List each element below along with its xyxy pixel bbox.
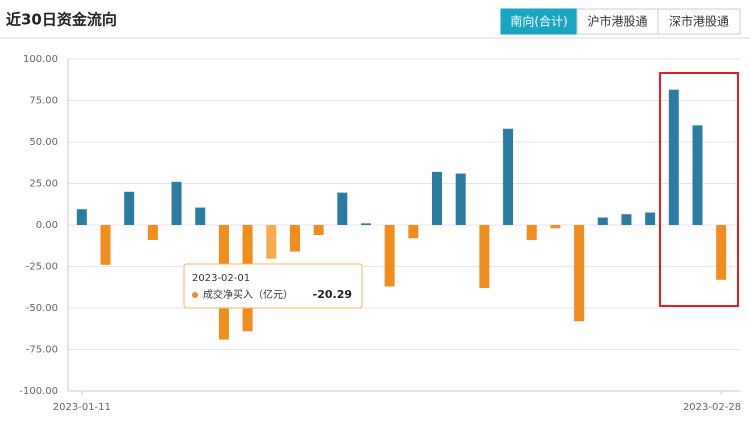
bar [692, 125, 703, 225]
y-tick-label: 100.00 [23, 54, 58, 65]
y-tick-label: 25.00 [29, 179, 58, 190]
bar [313, 225, 324, 235]
bar [716, 225, 727, 280]
bar [171, 181, 182, 225]
y-tick-label: 0.00 [36, 220, 58, 231]
tooltip-box [183, 263, 363, 309]
tooltip-series: 成交净买入（亿元） [203, 288, 293, 301]
y-tick-label: 50.00 [29, 137, 58, 148]
bar [147, 225, 158, 240]
bar [550, 225, 561, 229]
y-tick-label: -75.00 [26, 345, 58, 356]
bar [526, 225, 537, 240]
bar [432, 171, 443, 225]
bar [574, 225, 585, 322]
bar [503, 128, 514, 225]
bar [195, 207, 206, 225]
x-tick-label: 2023-02-28 [683, 402, 741, 413]
tooltip: 2023-02-01 成交净买入（亿元） -20.29 [183, 263, 363, 309]
tooltip-date: 2023-02-01 [192, 273, 250, 284]
tab-label[interactable]: 深市港股通 [669, 14, 729, 29]
y-tick-label: -50.00 [26, 303, 58, 314]
y-tick-label: -25.00 [26, 262, 58, 273]
bar [124, 191, 135, 225]
bar [266, 225, 277, 259]
bar [408, 225, 419, 239]
title: 近30日资金流向 [6, 11, 117, 29]
bar [621, 214, 632, 225]
tab-label[interactable]: 南向(合计) [510, 14, 567, 29]
bar [337, 192, 348, 225]
bar [384, 225, 395, 287]
bar [645, 212, 656, 225]
tab[interactable] [576, 8, 659, 35]
bar [597, 217, 608, 225]
bar [100, 225, 111, 265]
x-tick-label: 2023-01-11 [53, 402, 111, 413]
y-tick-label: -100.00 [19, 386, 58, 397]
tooltip-dot [192, 292, 198, 298]
bar [479, 225, 490, 289]
bar [455, 173, 466, 225]
bar [360, 223, 371, 225]
tabs: 南向(合计) 沪市港股通 深市港股通 [500, 8, 741, 35]
bar [289, 225, 300, 252]
highlight-box [659, 72, 739, 307]
bar [76, 209, 87, 225]
tooltip-value: -20.29 [313, 288, 352, 301]
y-tick-label: 75.00 [29, 96, 58, 107]
plot: -100.00 -75.00 -50.00 -25.00 0.00 25.00 50.00 7… [19, 54, 741, 413]
tab[interactable] [657, 8, 741, 35]
bar [668, 89, 679, 226]
tab-label[interactable]: 沪市港股通 [587, 14, 647, 29]
